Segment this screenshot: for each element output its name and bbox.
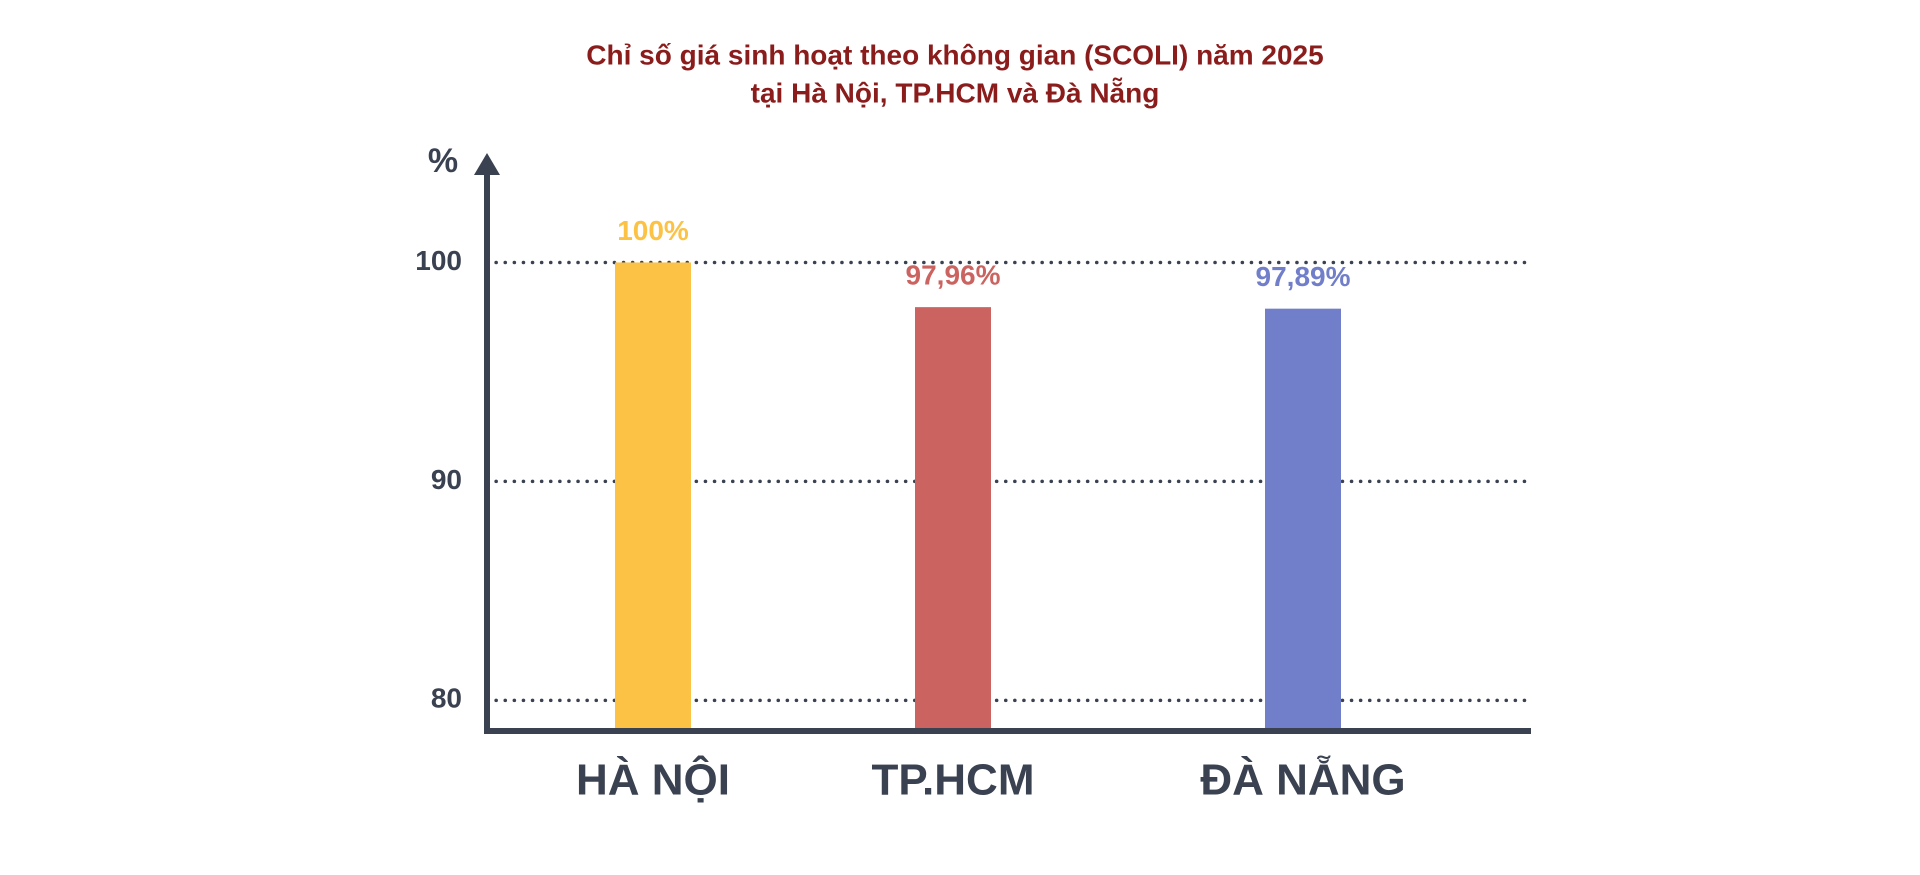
y-axis-arrow — [474, 153, 500, 175]
value-label: 100% — [617, 215, 689, 246]
bar — [615, 262, 691, 731]
bar — [915, 307, 991, 731]
chart-title: tại Hà Nội, TP.HCM và Đà Nẵng — [751, 76, 1160, 108]
chart-title: Chỉ số giá sinh hoạt theo không gian (SC… — [586, 39, 1323, 70]
x-tick-label: ĐÀ NẴNG — [1200, 755, 1405, 805]
bar — [1265, 308, 1341, 731]
y-tick-label: 90 — [431, 464, 462, 495]
y-tick-label: 80 — [431, 683, 462, 714]
x-tick-label: TP.HCM — [872, 756, 1035, 805]
y-tick-label: 100 — [415, 245, 462, 276]
value-label: 97,96% — [906, 260, 1001, 291]
y-axis-label: % — [428, 142, 458, 180]
value-label: 97,89% — [1256, 261, 1351, 292]
x-tick-label: HÀ NỘI — [576, 754, 730, 805]
